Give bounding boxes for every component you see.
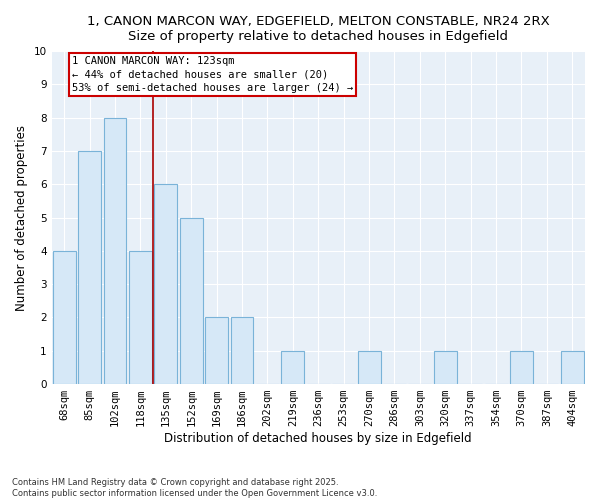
Text: Contains HM Land Registry data © Crown copyright and database right 2025.
Contai: Contains HM Land Registry data © Crown c… [12, 478, 377, 498]
Bar [281, 351, 304, 384]
Bar [434, 351, 457, 384]
Text: 1 CANON MARCON WAY: 123sqm
← 44% of detached houses are smaller (20)
53% of semi: 1 CANON MARCON WAY: 123sqm ← 44% of deta… [72, 56, 353, 92]
Bar [205, 318, 228, 384]
Bar [561, 351, 584, 384]
Bar [510, 351, 533, 384]
X-axis label: Distribution of detached houses by size in Edgefield: Distribution of detached houses by size … [164, 432, 472, 445]
Bar [230, 318, 253, 384]
Y-axis label: Number of detached properties: Number of detached properties [15, 124, 28, 310]
Bar [154, 184, 177, 384]
Bar [104, 118, 127, 384]
Bar [53, 251, 76, 384]
Title: 1, CANON MARCON WAY, EDGEFIELD, MELTON CONSTABLE, NR24 2RX
Size of property rela: 1, CANON MARCON WAY, EDGEFIELD, MELTON C… [87, 15, 550, 43]
Bar [78, 151, 101, 384]
Bar [129, 251, 152, 384]
Bar [180, 218, 203, 384]
Bar [358, 351, 380, 384]
